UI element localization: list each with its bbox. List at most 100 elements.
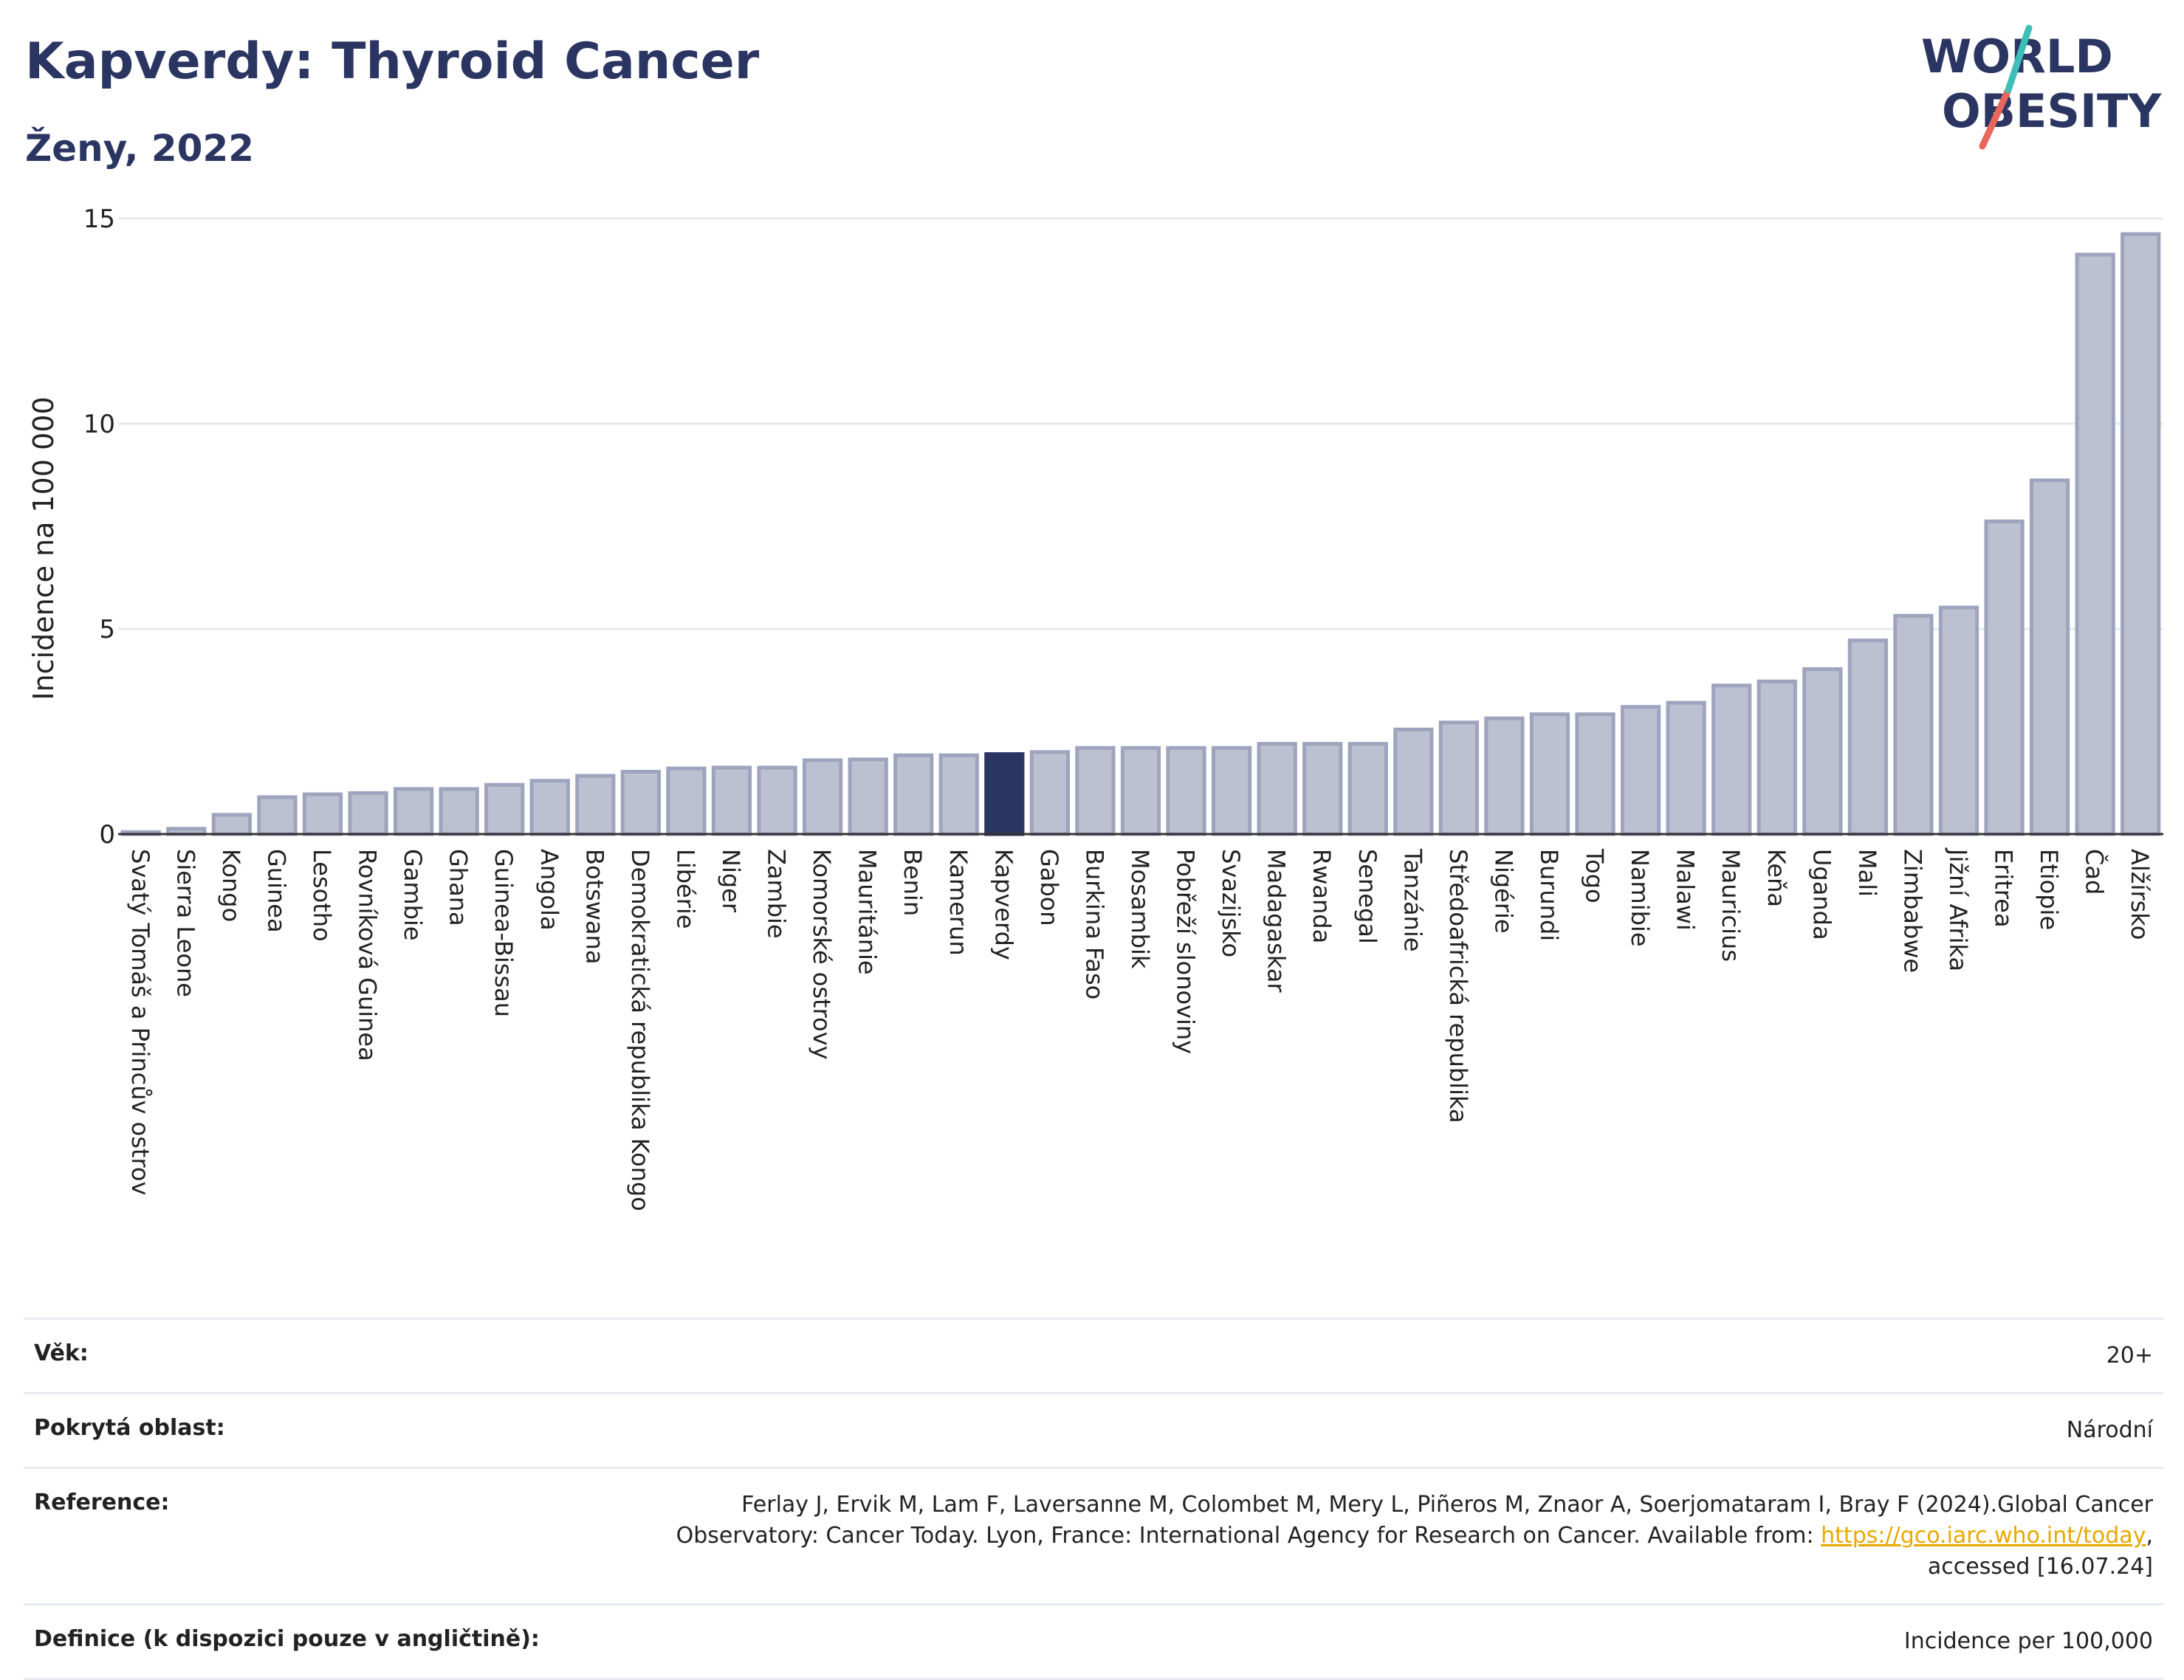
bar [575, 774, 616, 836]
bar [1620, 705, 1661, 836]
bar [302, 792, 343, 836]
definition-value: Incidence per 100,000 [1903, 1628, 2153, 1654]
x-tick-label: Madagaskar [1263, 849, 1291, 993]
bar [1120, 746, 1161, 836]
x-tick-label: Kapverdy [989, 849, 1017, 960]
logo-slash-red [1979, 86, 2012, 150]
info-row-age: Věk: 20+ [24, 1318, 2163, 1392]
x-tick-label: Guinea-Bissau [490, 849, 518, 1017]
reference-text-2: Observatory: Cancer Today. Lyon, France:… [676, 1523, 1821, 1549]
bar [1029, 750, 1071, 836]
bar [620, 769, 662, 836]
x-tick-label: Tanzánie [1398, 848, 1426, 951]
x-tick-label: Burkina Faso [1080, 849, 1108, 999]
x-tick-label: Rwanda [1308, 849, 1336, 943]
bar [666, 766, 707, 836]
x-tick-label: Angola [535, 849, 563, 931]
definition-label: Definice (k dispozici pouze v angličtině… [34, 1626, 540, 1652]
x-tick-label: Zimbabwe [1898, 849, 1926, 973]
x-tick-label: Kongo [217, 849, 245, 922]
bars [120, 232, 2161, 836]
x-tick-label: Mosambik [1126, 849, 1154, 969]
bar [348, 791, 388, 836]
bar [1393, 727, 1434, 836]
info-row-area: Pokrytá oblast: Národní [24, 1392, 2163, 1467]
x-tick-label: Malawi [1672, 849, 1700, 931]
area-value: Národní [2066, 1417, 2153, 1443]
y-axis-ticks: 0 5 10 15 [83, 204, 115, 850]
bar [711, 765, 752, 836]
x-tick-label: Mauricius [1717, 849, 1745, 962]
y-tick-label: 0 [99, 820, 115, 850]
x-tick-label: Svazijsko [1217, 849, 1245, 957]
age-label: Věk: [34, 1340, 89, 1366]
x-tick-label: Svatý Tomáš a Princův ostrov [126, 849, 154, 1195]
bar [893, 753, 934, 836]
x-tick-label: Senegal [1353, 849, 1381, 944]
bar [1893, 613, 1934, 836]
bar [439, 787, 479, 836]
bar [757, 765, 797, 836]
info-row-reference: Reference: Ferlay J, Ervik M, Lam F, Lav… [24, 1467, 2163, 1603]
bar [938, 753, 979, 836]
bar [211, 813, 253, 836]
bar [1666, 700, 1706, 836]
x-tick-label: Demokratická republika Kongo [626, 849, 654, 1211]
y-axis-label: Incidence na 100 000 [27, 396, 60, 700]
x-tick-label: Jižní Afrika [1944, 847, 1972, 971]
x-tick-label: Zambie [763, 849, 791, 939]
x-tick-label: Kamerun [944, 849, 972, 956]
x-tick-label: Guinea [262, 849, 290, 933]
bar [1438, 720, 1480, 836]
bar [1757, 679, 1797, 836]
bar [529, 779, 570, 836]
bar [1847, 638, 1889, 836]
x-tick-label: Středoafrická republika [1444, 849, 1472, 1123]
x-tick-label: Alžírsko [2126, 849, 2154, 940]
x-tick-label: Komorské ostrovy [808, 849, 836, 1060]
logo-slash-teal [2005, 24, 2033, 94]
area-label: Pokrytá oblast: [34, 1415, 225, 1441]
bar [1575, 712, 1615, 836]
bar-chart: 0 5 10 15 Svatý Tomáš a Princův ostrov Sierr… [27, 204, 2163, 1211]
bar [1802, 667, 1843, 836]
x-tick-label: Namibie [1626, 849, 1654, 947]
bar [1529, 712, 1570, 836]
bar [1211, 746, 1252, 836]
reference-text-3: , [2146, 1523, 2153, 1549]
x-tick-label: Burundi [1535, 849, 1563, 941]
x-tick-label: Ghana [444, 849, 473, 926]
x-tick-label: Lesotho [308, 849, 336, 942]
bar [1257, 742, 1297, 836]
bar [257, 795, 298, 836]
y-tick-label: 15 [83, 204, 115, 234]
bar [393, 787, 434, 836]
reference-text-1: Ferlay J, Ervik M, Lam F, Laversanne M, … [741, 1492, 2153, 1518]
y-tick-label: 10 [83, 410, 115, 439]
bar [484, 782, 525, 836]
x-tick-label: Togo [1581, 848, 1609, 903]
info-table: Věk: 20+ Pokrytá oblast: Národní Referen… [24, 1318, 2163, 1680]
x-axis-labels: Svatý Tomáš a Princův ostrov Sierra Leone… [126, 847, 2154, 1211]
reference-text-4: accessed [16.07.24] [1927, 1554, 2153, 1580]
bar [2029, 478, 2070, 836]
bar [1484, 716, 1525, 836]
bar [2121, 232, 2161, 836]
bar-highlighted [984, 752, 1025, 836]
x-tick-label: Benin [899, 849, 927, 916]
x-tick-label: Nigérie [1489, 849, 1517, 934]
bar [1711, 684, 1752, 836]
reference-link[interactable]: https://gco.iarc.who.int/today [1821, 1523, 2146, 1549]
x-tick-label: Mali [1853, 849, 1881, 897]
x-tick-label: Eritrea [1990, 849, 2018, 928]
x-tick-label: Pobřeží slonoviny [1172, 849, 1200, 1054]
x-tick-label: Rovníková Guinea [354, 849, 382, 1061]
bar [848, 757, 888, 836]
world-obesity-logo: WORLD OBESITY [1921, 24, 2162, 150]
x-tick-label: Uganda [1807, 849, 1836, 940]
reference-label: Reference: [34, 1490, 170, 1515]
x-tick-label: Gambie [399, 849, 427, 940]
x-tick-label: Libérie [671, 849, 699, 929]
bar [1166, 746, 1206, 836]
bar [1075, 746, 1116, 836]
